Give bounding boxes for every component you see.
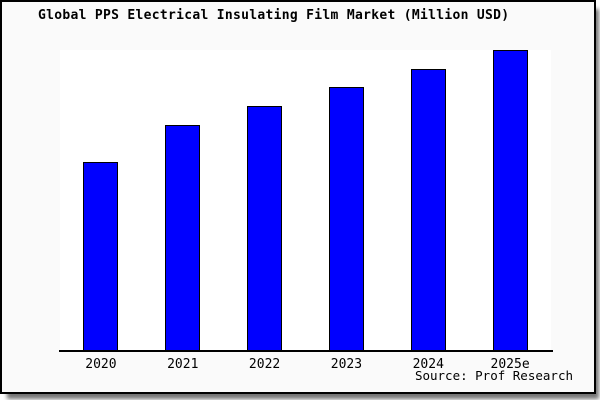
- x-tick-label-2025e: 2025e: [490, 357, 530, 372]
- bar-2021: [165, 125, 201, 350]
- bar-2022: [247, 105, 283, 350]
- chart-frame: Global PPS Electrical Insulating Film Ma…: [0, 0, 596, 394]
- bar-2020: [83, 161, 119, 350]
- bar-2024: [410, 68, 446, 350]
- x-tick-label-2021: 2021: [167, 357, 199, 372]
- plot-area: [60, 50, 551, 350]
- x-tick-label-2020: 2020: [85, 357, 117, 372]
- x-axis-line: [59, 350, 553, 352]
- x-tick-label-2023: 2023: [330, 357, 363, 372]
- x-tick-label-2024: 2024: [412, 357, 444, 372]
- source-credit: Source: Prof Research: [414, 368, 573, 383]
- x-tick-label-2022: 2022: [248, 357, 281, 372]
- chart-title: Global PPS Electrical Insulating Film Ma…: [38, 8, 510, 23]
- bar-2023: [328, 86, 364, 350]
- bars-container: [60, 50, 551, 350]
- bar-2025e: [492, 50, 528, 350]
